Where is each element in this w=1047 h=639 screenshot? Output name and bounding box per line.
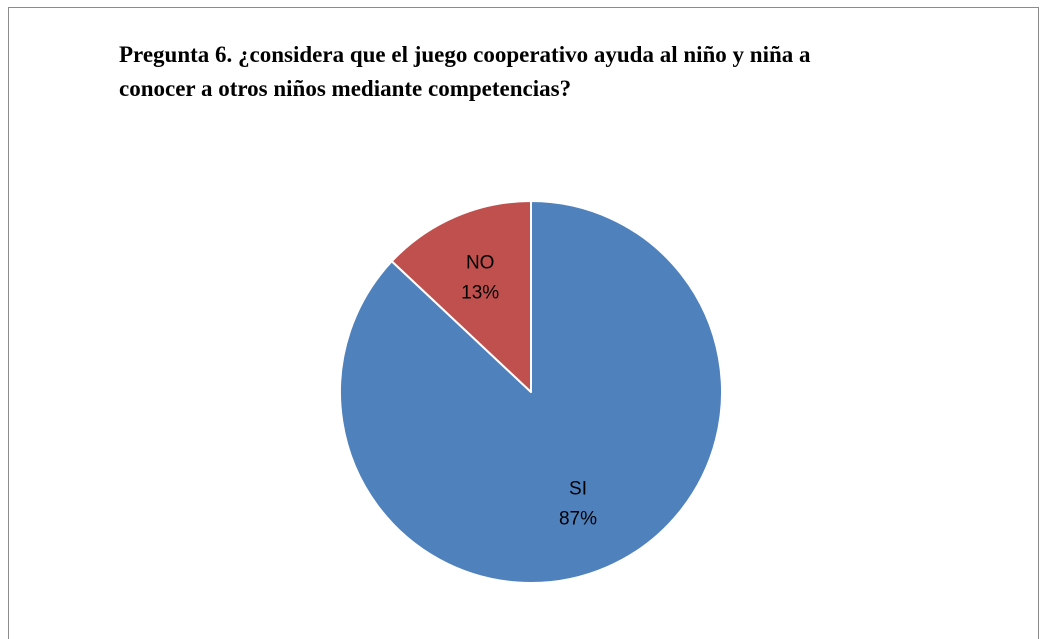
slice-value-label-si: 87% — [559, 509, 597, 530]
chart-title: Pregunta 6. ¿considera que el juego coop… — [119, 42, 811, 101]
slice-category-label-no: NO — [466, 253, 495, 274]
slice-category-label-si: SI — [569, 479, 587, 500]
pie-slice-no — [390, 200, 532, 393]
slice-value-label-no: 13% — [461, 283, 499, 304]
